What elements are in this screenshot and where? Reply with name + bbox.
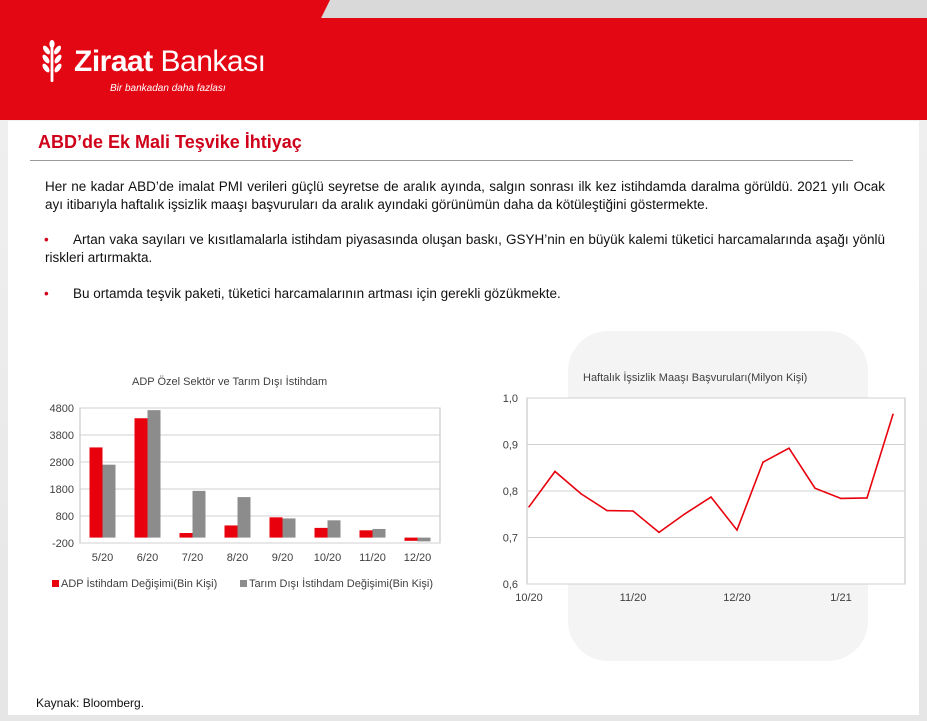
brand-tagline: Bir bankadan daha fazlası: [110, 83, 226, 94]
bar: [327, 520, 341, 538]
page-title: ABD’de Ek Mali Teşvike İhtiyaç: [38, 132, 302, 152]
x-tick-label: 7/20: [182, 552, 203, 564]
intro-paragraph: Her ne kadar ABD’de imalat PMI verileri …: [45, 179, 885, 212]
y-tick-label: 4800: [50, 403, 74, 415]
bar: [372, 528, 386, 538]
line-point: [554, 470, 556, 473]
line-point: [762, 461, 764, 463]
y-tick-label: 800: [56, 511, 74, 523]
legend-swatch: [52, 580, 59, 587]
y-tick-label: 2800: [50, 457, 74, 469]
line-point: [580, 492, 582, 495]
legend-label: Tarım Dışı İstihdam Değişimi(Bin Kişi): [249, 577, 433, 590]
bar: [179, 533, 193, 538]
bar: [282, 518, 296, 538]
x-tick-label: 1/21: [830, 592, 851, 604]
legend-swatch: [240, 580, 247, 587]
header-grey-strip: [320, 0, 927, 18]
x-tick-label: 8/20: [227, 552, 248, 564]
line-point: [684, 512, 686, 515]
bar: [404, 537, 418, 541]
bar: [269, 517, 283, 538]
y-tick-label: 1800: [50, 484, 74, 496]
x-tick-label: 9/20: [272, 552, 293, 564]
legend-label: ADP İstihdam Değişimi(Bin Kişi): [61, 577, 217, 590]
y-tick-label: -200: [52, 538, 74, 550]
bullet-text-2: Bu ortamda teşvik paketi, tüketici harca…: [73, 286, 561, 301]
y-tick-label: 1,0: [503, 393, 518, 405]
bar: [147, 410, 161, 538]
bar: [134, 418, 148, 538]
source-note: Kaynak: Bloomberg.: [36, 696, 145, 710]
line-point: [632, 510, 634, 512]
bar: [224, 525, 238, 538]
x-tick-label: 11/20: [359, 552, 386, 564]
plot-area: [79, 407, 441, 544]
bar: [89, 447, 103, 538]
x-tick-label: 6/20: [137, 552, 158, 564]
bar: [237, 497, 251, 538]
wheat-icon: [42, 40, 62, 82]
brand-name-bold: Ziraat: [74, 45, 153, 78]
line-point: [658, 531, 660, 534]
bullet-text-1: Artan vaka sayıları ve kısıtlamalarla is…: [45, 232, 885, 265]
header-band: [0, 0, 927, 120]
line-chart-title: Haftalık İşsizlik Maaşı Başvuruları(Mily…: [583, 372, 808, 384]
x-tick-label: 10/20: [314, 552, 342, 564]
y-tick-label: 0,6: [503, 579, 518, 591]
line-point: [788, 447, 790, 450]
x-tick-label: 12/20: [404, 552, 432, 564]
title-divider: [30, 160, 853, 161]
y-tick-label: 0,7: [503, 533, 518, 545]
y-tick-label: 0,8: [503, 486, 518, 498]
bar-chart-title: ADP Özel Sektör ve Tarım Dışı İstihdam: [132, 376, 328, 388]
bar: [102, 464, 116, 538]
line-point: [840, 497, 842, 500]
y-tick-label: 3800: [50, 430, 74, 442]
y-tick-label: 0,9: [503, 440, 518, 452]
bar: [359, 530, 373, 538]
line-chart: 1,0 0,9 0,8 0,7 0,610/20 11/20 12/20 1/21: [503, 393, 906, 604]
bullet-marker: •: [44, 286, 49, 301]
line-point: [892, 413, 894, 416]
bar-chart: 4800 3800 2800 1800 800 -200 5/20 6/20 7/20 8/20 9…: [50, 403, 441, 590]
x-tick-label: 5/20: [92, 552, 113, 564]
x-tick-label: 11/20: [620, 592, 647, 604]
line-point: [814, 487, 816, 490]
bar: [192, 490, 206, 538]
line-point: [710, 496, 712, 498]
x-tick-label: 12/20: [723, 592, 751, 604]
x-tick-label: 10/20: [515, 592, 543, 604]
bullet-marker: •: [44, 232, 49, 247]
line-point: [866, 497, 868, 499]
bar: [417, 537, 431, 542]
line-point: [528, 506, 530, 508]
brand-name: Ziraat Bankası: [74, 45, 266, 79]
line-point: [736, 529, 738, 531]
brand-logo: Ziraat Bankası: [38, 40, 266, 84]
line-point: [606, 509, 608, 512]
brand-name-regular: Bankası: [152, 45, 266, 78]
bar: [314, 527, 328, 538]
